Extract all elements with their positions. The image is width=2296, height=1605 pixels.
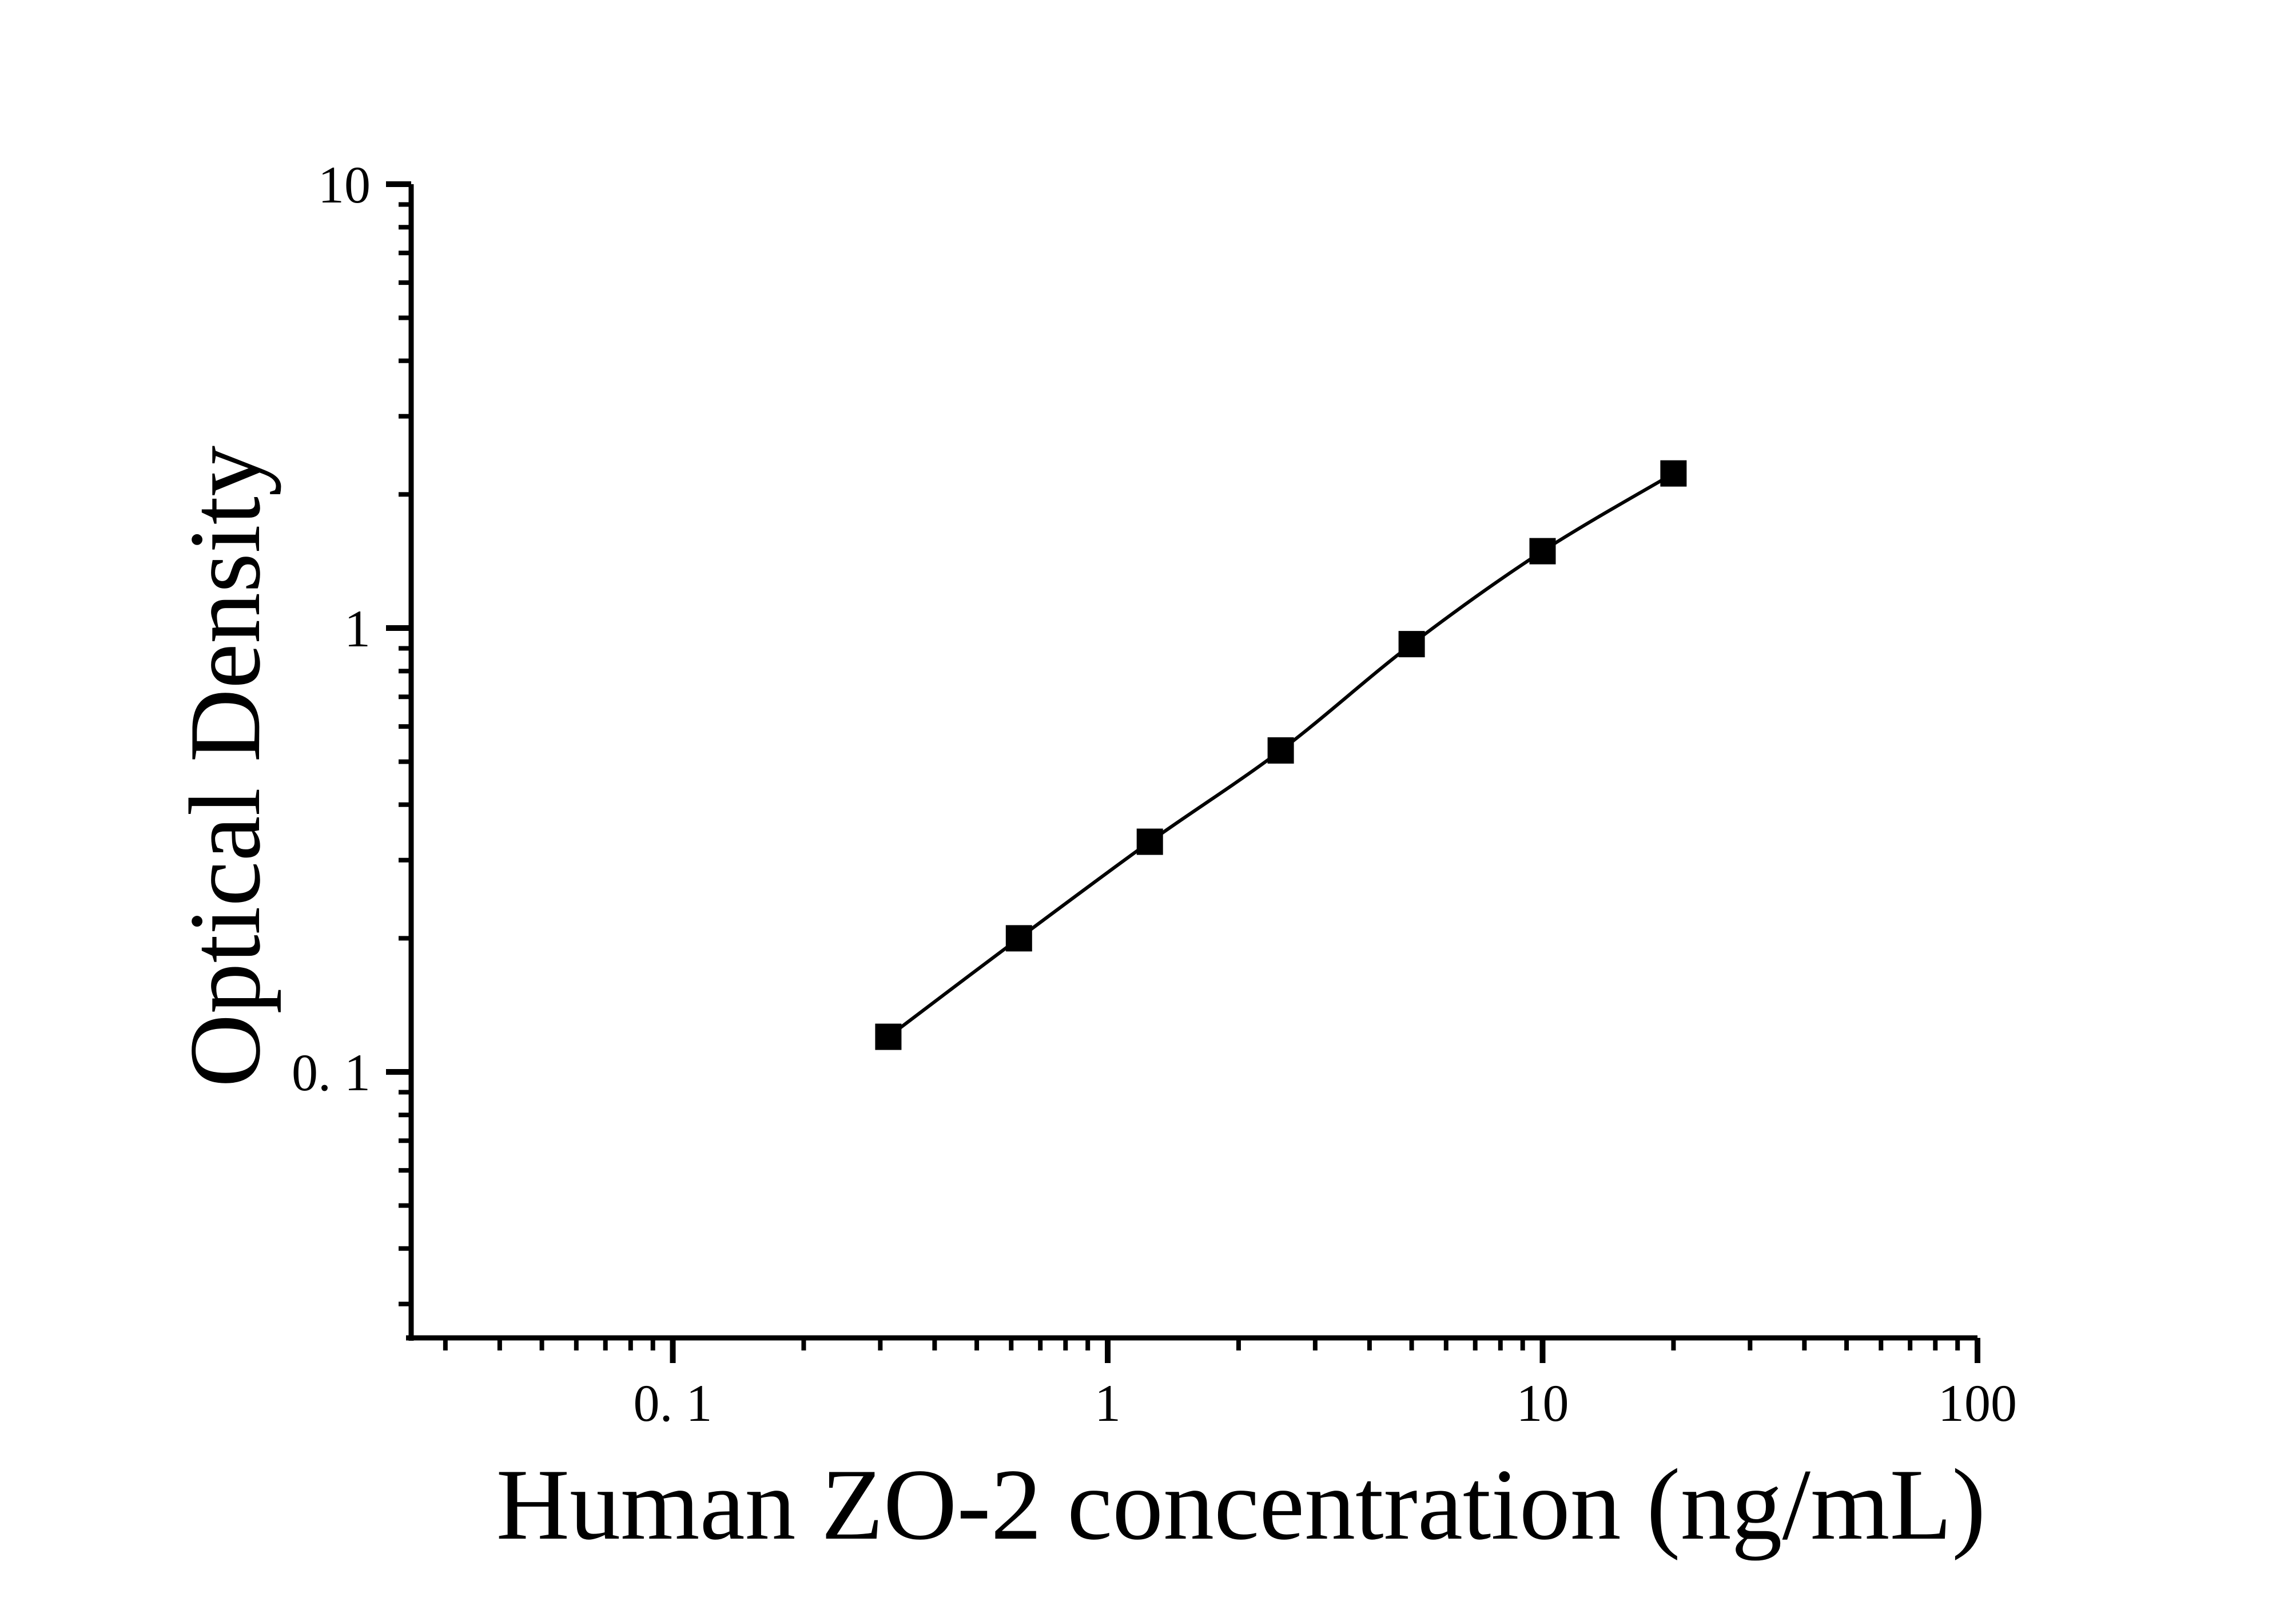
x-tick-label: 10 (1517, 1374, 1569, 1432)
data-point-marker (1136, 828, 1163, 855)
axes-layer (386, 181, 1980, 1363)
x-tick-label: 100 (1938, 1374, 2017, 1432)
data-point-marker (1529, 538, 1556, 565)
data-point-marker (1660, 460, 1687, 487)
data-point-marker (1267, 737, 1294, 764)
y-tick-label: 10 (318, 156, 371, 214)
x-tick-label: 0. 1 (634, 1374, 713, 1432)
data-point-marker (875, 1023, 902, 1050)
data-point-marker (1005, 925, 1032, 952)
x-tick-label: 1 (1095, 1374, 1121, 1432)
x-axis-title: Human ZO-2 concentration (ng/mL) (496, 1448, 1986, 1561)
y-tick-label: 1 (344, 599, 371, 658)
tick-label-layer: 0. 1 1 10 100 0. 1 1 10 (292, 156, 2017, 1432)
series-layer (875, 460, 1687, 1050)
y-axis-title: Optical Density (168, 446, 281, 1087)
y-tick-label: 0. 1 (292, 1043, 371, 1102)
data-point-marker (1398, 631, 1425, 658)
